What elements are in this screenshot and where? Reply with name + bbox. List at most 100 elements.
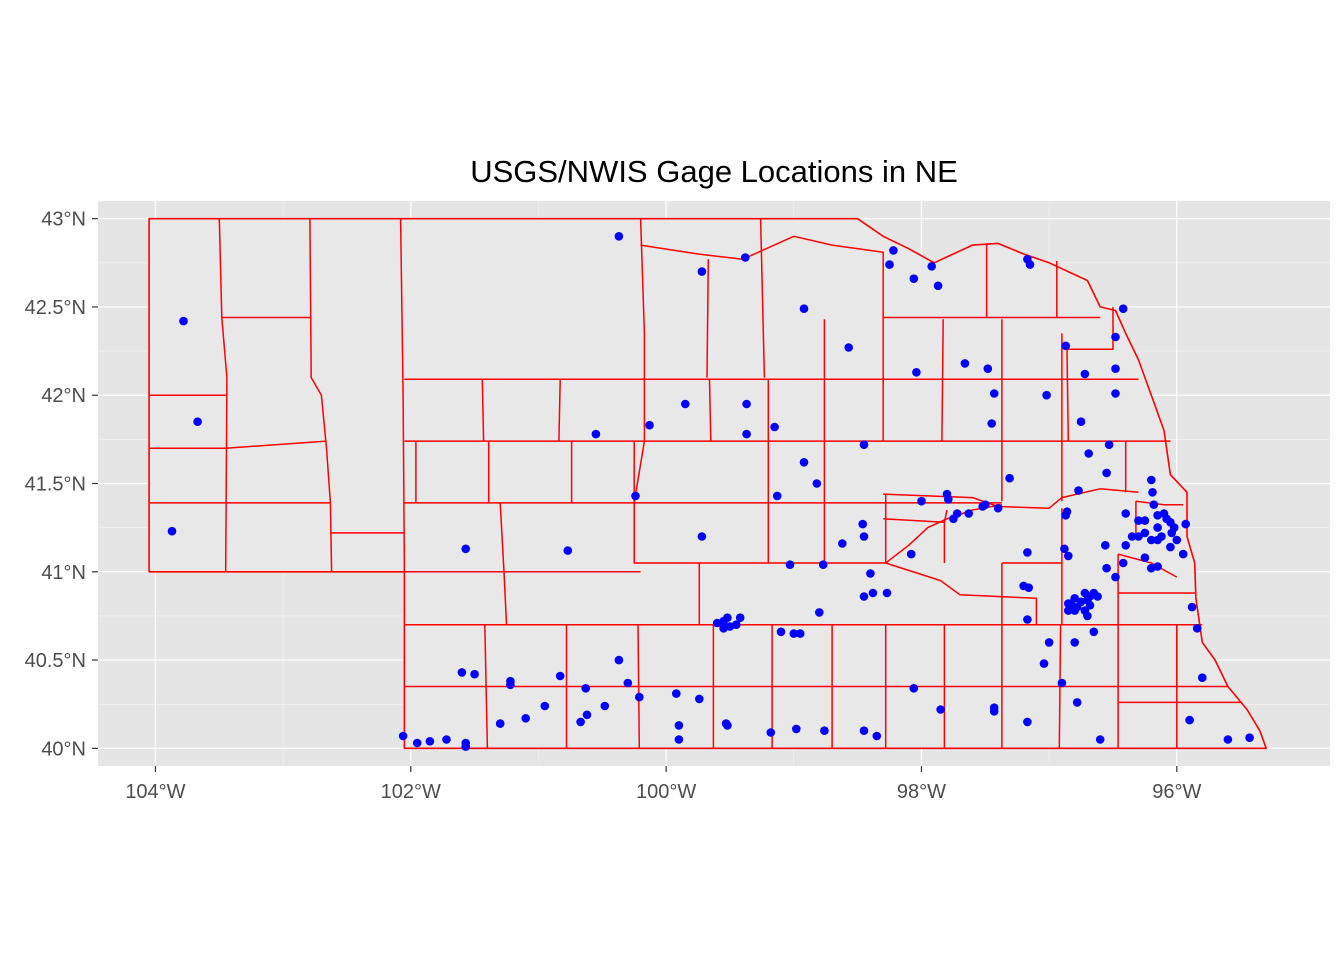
gage-point <box>1024 583 1033 592</box>
gage-point <box>1089 627 1099 637</box>
gage-point <box>872 731 882 741</box>
gage-point <box>960 359 970 368</box>
gage-point <box>742 429 751 439</box>
gage-point <box>770 422 779 432</box>
gage-point <box>858 519 867 529</box>
gage-point <box>614 655 624 665</box>
gage-point <box>859 440 869 450</box>
county-boundary <box>558 379 561 442</box>
gage-point <box>582 710 592 720</box>
gage-point <box>866 569 875 578</box>
gage-point <box>785 560 795 569</box>
gage-point <box>993 503 1003 513</box>
gage-point <box>772 491 782 501</box>
gage-point <box>167 526 177 536</box>
gage-point <box>909 274 919 284</box>
county-boundary <box>399 218 406 572</box>
gage-point <box>1076 417 1086 427</box>
gage-point <box>1095 735 1105 744</box>
gage-point <box>964 509 973 518</box>
gage-point <box>1147 475 1156 485</box>
gage-point <box>1127 532 1137 541</box>
gage-point <box>983 364 993 374</box>
county-boundary <box>883 488 1139 509</box>
y-tick-label: 43°N <box>41 209 86 231</box>
gage-point <box>732 620 741 629</box>
gage-point <box>868 588 878 598</box>
gage-point <box>1023 548 1032 557</box>
county-boundary <box>885 503 1003 564</box>
gage-point <box>555 671 565 681</box>
gage-point <box>506 676 515 686</box>
gage-point <box>795 629 805 638</box>
county-boundary <box>633 218 646 504</box>
x-tick-label: 102°W <box>381 781 441 803</box>
gage-point <box>1060 544 1069 554</box>
gage-point <box>1147 535 1156 545</box>
gage-point <box>1148 488 1157 497</box>
gage-point <box>719 624 728 633</box>
gage-point <box>470 669 479 679</box>
gage-point <box>1044 638 1054 647</box>
gage-point <box>1166 542 1175 552</box>
gage-point <box>674 735 684 744</box>
gage-point <box>581 684 590 693</box>
gage-point <box>1061 511 1070 520</box>
gage-point <box>1169 523 1179 532</box>
county-boundary <box>759 218 766 378</box>
gage-point <box>1057 678 1067 688</box>
county-boundary <box>706 259 710 378</box>
gage-point <box>461 742 471 751</box>
county-boundary <box>633 441 1038 625</box>
y-tick-label: 42.5°N <box>25 297 86 319</box>
gage-point <box>978 502 987 511</box>
county-boundary <box>499 502 508 625</box>
gage-point <box>844 343 853 352</box>
gage-point <box>591 429 601 439</box>
gage-point <box>1080 369 1090 379</box>
county-boundary <box>1066 306 1114 442</box>
gage-point <box>776 627 786 637</box>
gage-point <box>1070 638 1079 647</box>
gage-point <box>398 731 408 741</box>
gage-point <box>1118 304 1128 314</box>
gage-point <box>1134 516 1143 525</box>
gage-point <box>1085 601 1095 610</box>
gage-point <box>838 539 847 548</box>
gage-point <box>1111 332 1120 342</box>
gage-point <box>1149 500 1159 510</box>
gage-point <box>989 707 999 716</box>
state-outline <box>148 217 1267 750</box>
gage-point <box>697 532 707 541</box>
gage-point <box>1223 735 1233 744</box>
gage-point <box>1025 260 1035 269</box>
gage-point <box>1070 606 1079 615</box>
x-tick-label: 98°W <box>897 781 946 803</box>
gage-point <box>723 613 732 622</box>
gage-point <box>906 549 916 559</box>
gage-point <box>1178 549 1188 559</box>
gage-point <box>697 267 707 276</box>
gage-point <box>1070 594 1079 603</box>
y-tick-label: 41.5°N <box>25 474 86 496</box>
gage-point <box>909 684 919 693</box>
gage-point <box>1101 541 1110 550</box>
gage-point <box>1153 562 1162 571</box>
gage-point <box>944 495 953 504</box>
gage-point <box>495 719 505 728</box>
gage-point <box>1153 523 1162 532</box>
gage-point <box>425 737 435 746</box>
gage-point <box>1102 468 1111 478</box>
y-tick-label: 41°N <box>41 562 86 584</box>
gage-point <box>1134 532 1143 541</box>
gage-point <box>1083 611 1092 621</box>
y-axis: 40°N 40.5°N 41°N 41.5°N 42°N 42.5°N 43°N <box>25 209 98 760</box>
y-tick-label: 40.5°N <box>25 650 86 672</box>
gage-point <box>1140 516 1150 525</box>
county-boundary <box>218 218 228 572</box>
gage-point <box>1245 733 1254 742</box>
gage-point <box>1064 599 1073 608</box>
gage-point <box>1064 606 1073 615</box>
county-boundary <box>481 379 485 442</box>
